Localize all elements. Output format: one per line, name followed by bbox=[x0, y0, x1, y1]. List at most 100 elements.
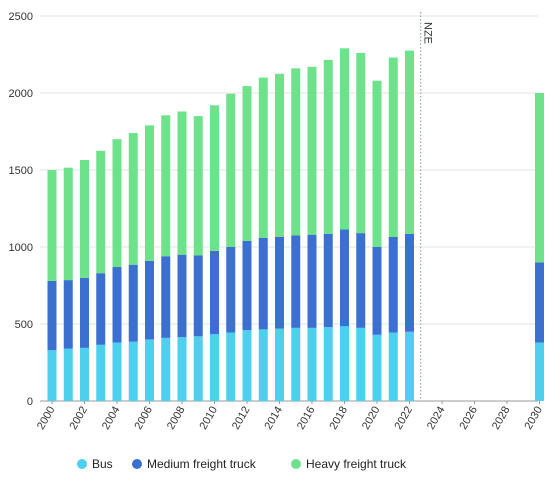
bar-bus bbox=[340, 326, 349, 401]
bar-medium-freight-truck bbox=[96, 273, 106, 345]
bar-medium-freight-truck bbox=[340, 229, 349, 327]
y-tick-label: 0 bbox=[27, 396, 33, 408]
x-tick-label: 2000 bbox=[35, 405, 58, 432]
bar-medium-freight-truck bbox=[275, 236, 284, 329]
x-tick-label: 2022 bbox=[392, 405, 415, 432]
bar-heavy-freight-truck bbox=[210, 105, 219, 251]
bar-bus bbox=[226, 332, 236, 401]
bar-bus bbox=[128, 341, 138, 401]
bar-bus bbox=[258, 329, 268, 401]
bar-bus bbox=[242, 330, 252, 401]
bar-heavy-freight-truck bbox=[356, 52, 366, 234]
bar-heavy-freight-truck bbox=[161, 115, 171, 257]
bar-heavy-freight-truck bbox=[275, 73, 284, 237]
bar-bus bbox=[96, 344, 106, 401]
bar-medium-freight-truck bbox=[388, 236, 398, 333]
bar-bus bbox=[193, 336, 203, 401]
nze-label: NZE bbox=[422, 22, 434, 44]
bar-bus bbox=[161, 337, 171, 401]
bar-medium-freight-truck bbox=[535, 262, 544, 343]
bar-medium-freight-truck bbox=[193, 255, 203, 337]
bar-bus bbox=[210, 334, 219, 401]
bar-bus bbox=[47, 350, 57, 401]
gridlines bbox=[40, 15, 538, 402]
x-tick-label: 2028 bbox=[490, 405, 513, 432]
bar-medium-freight-truck bbox=[258, 237, 268, 330]
bar-bus bbox=[372, 334, 382, 401]
bar-medium-freight-truck bbox=[128, 264, 138, 342]
bar-heavy-freight-truck bbox=[535, 93, 544, 263]
x-tick-label: 2008 bbox=[165, 405, 188, 432]
bar-heavy-freight-truck bbox=[340, 48, 349, 230]
bar-medium-freight-truck bbox=[323, 233, 333, 328]
legend-label: Bus bbox=[92, 457, 113, 471]
bar-medium-freight-truck bbox=[307, 234, 317, 328]
x-tick-label: 2002 bbox=[67, 405, 90, 432]
legend-swatch bbox=[132, 459, 142, 469]
bar-bus bbox=[291, 327, 301, 401]
bar-medium-freight-truck bbox=[291, 235, 301, 328]
bar-heavy-freight-truck bbox=[307, 66, 317, 235]
legend: Bus Medium freight truck Heavy freight tru… bbox=[77, 457, 407, 471]
x-tick-label: 2006 bbox=[132, 405, 155, 432]
legend-label: Heavy freight truck bbox=[306, 457, 407, 471]
bar-bus bbox=[112, 342, 122, 401]
bar-medium-freight-truck bbox=[372, 247, 382, 335]
bar-heavy-freight-truck bbox=[226, 93, 236, 248]
bar-bus bbox=[145, 339, 154, 401]
bar-heavy-freight-truck bbox=[80, 159, 89, 278]
y-tick-label: 2000 bbox=[9, 88, 33, 100]
bar-medium-freight-truck bbox=[356, 233, 366, 328]
x-tick-label: 2026 bbox=[457, 405, 480, 432]
bar-medium-freight-truck bbox=[63, 280, 73, 349]
bar-heavy-freight-truck bbox=[372, 80, 382, 248]
bar-bus bbox=[80, 347, 89, 401]
bar-heavy-freight-truck bbox=[112, 139, 122, 268]
bar-medium-freight-truck bbox=[242, 240, 252, 331]
bar-heavy-freight-truck bbox=[323, 59, 333, 234]
bar-bus bbox=[275, 328, 284, 401]
y-tick-label: 1500 bbox=[9, 165, 33, 177]
x-tick-label: 2018 bbox=[327, 405, 350, 432]
bar-bus bbox=[356, 327, 366, 401]
bar-medium-freight-truck bbox=[47, 280, 57, 351]
legend-label: Medium freight truck bbox=[147, 457, 257, 471]
bar-medium-freight-truck bbox=[226, 247, 236, 333]
bar-heavy-freight-truck bbox=[47, 170, 57, 281]
bar-heavy-freight-truck bbox=[405, 50, 414, 234]
bar-heavy-freight-truck bbox=[193, 116, 203, 256]
bar-medium-freight-truck bbox=[177, 254, 187, 338]
bar-medium-freight-truck bbox=[145, 260, 154, 340]
y-tick-label: 2500 bbox=[9, 11, 33, 23]
bars-group bbox=[47, 48, 544, 401]
bar-bus bbox=[307, 327, 317, 401]
bar-heavy-freight-truck bbox=[145, 125, 154, 261]
bar-heavy-freight-truck bbox=[177, 111, 187, 255]
bar-medium-freight-truck bbox=[112, 267, 122, 343]
x-tick-label: 2020 bbox=[360, 405, 383, 432]
x-tick-label: 2016 bbox=[295, 405, 318, 432]
bar-heavy-freight-truck bbox=[291, 68, 301, 236]
bar-bus bbox=[405, 331, 414, 401]
nze-annotation: NZE bbox=[420, 12, 434, 401]
bar-bus bbox=[323, 327, 333, 401]
y-tick-label: 500 bbox=[15, 319, 33, 331]
bar-heavy-freight-truck bbox=[388, 57, 398, 237]
bar-medium-freight-truck bbox=[161, 256, 171, 338]
legend-swatch bbox=[77, 459, 87, 469]
x-tick-label: 2024 bbox=[425, 405, 448, 432]
bar-heavy-freight-truck bbox=[242, 86, 252, 241]
bar-medium-freight-truck bbox=[80, 277, 89, 348]
bar-medium-freight-truck bbox=[405, 233, 414, 332]
bar-heavy-freight-truck bbox=[258, 77, 268, 238]
bar-heavy-freight-truck bbox=[63, 167, 73, 281]
bar-bus bbox=[63, 348, 73, 401]
x-tick-label: 2012 bbox=[230, 405, 253, 432]
x-tick-label: 2014 bbox=[262, 405, 285, 432]
bar-bus bbox=[177, 337, 187, 401]
legend-swatch bbox=[291, 459, 301, 469]
bar-heavy-freight-truck bbox=[96, 150, 106, 274]
x-tick-label: 2030 bbox=[522, 405, 545, 432]
bar-bus bbox=[535, 342, 544, 401]
